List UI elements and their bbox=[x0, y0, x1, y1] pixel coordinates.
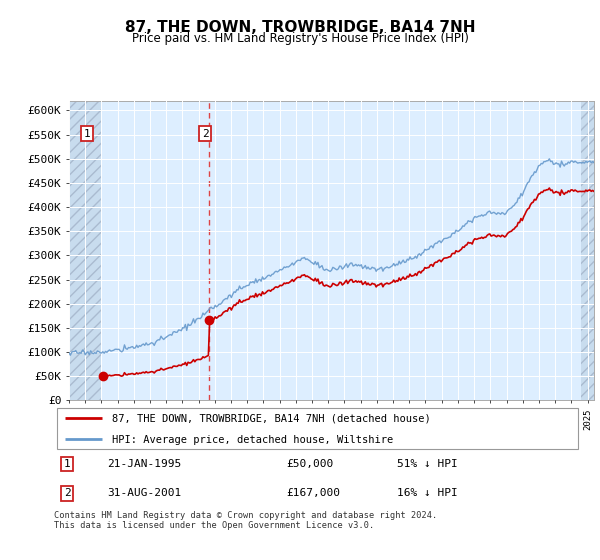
Text: 51% ↓ HPI: 51% ↓ HPI bbox=[397, 459, 458, 469]
Text: 87, THE DOWN, TROWBRIDGE, BA14 7NH: 87, THE DOWN, TROWBRIDGE, BA14 7NH bbox=[125, 20, 475, 35]
Text: 1: 1 bbox=[83, 129, 90, 139]
Text: 2: 2 bbox=[202, 129, 208, 139]
Text: 21-JAN-1995: 21-JAN-1995 bbox=[107, 459, 181, 469]
Text: Contains HM Land Registry data © Crown copyright and database right 2024.
This d: Contains HM Land Registry data © Crown c… bbox=[54, 511, 437, 530]
Bar bbox=[581, 101, 594, 400]
Text: £167,000: £167,000 bbox=[286, 488, 340, 498]
Text: 2: 2 bbox=[64, 488, 71, 498]
FancyBboxPatch shape bbox=[56, 408, 578, 449]
Text: 16% ↓ HPI: 16% ↓ HPI bbox=[397, 488, 458, 498]
Text: Price paid vs. HM Land Registry's House Price Index (HPI): Price paid vs. HM Land Registry's House … bbox=[131, 32, 469, 45]
Text: 31-AUG-2001: 31-AUG-2001 bbox=[107, 488, 181, 498]
Text: 87, THE DOWN, TROWBRIDGE, BA14 7NH (detached house): 87, THE DOWN, TROWBRIDGE, BA14 7NH (deta… bbox=[112, 414, 431, 424]
Text: £50,000: £50,000 bbox=[286, 459, 334, 469]
Text: 1: 1 bbox=[64, 459, 71, 469]
Bar bbox=[69, 101, 101, 400]
Text: HPI: Average price, detached house, Wiltshire: HPI: Average price, detached house, Wilt… bbox=[112, 435, 394, 445]
Bar bbox=[69, 101, 101, 400]
Bar bbox=[581, 101, 594, 400]
